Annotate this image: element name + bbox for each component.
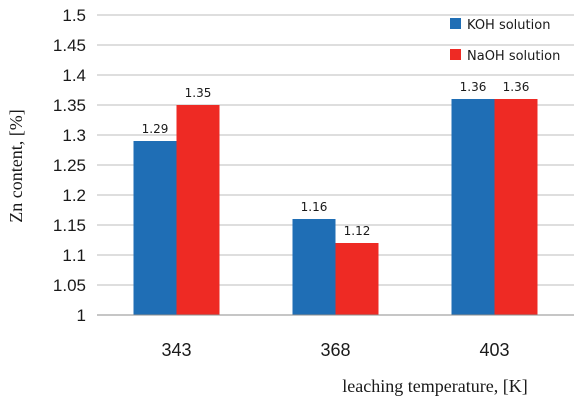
bar <box>494 99 538 315</box>
y-tick-label: 1.2 <box>62 186 86 205</box>
y-tick-label: 1.25 <box>53 156 86 175</box>
legend-label: KOH solution <box>467 18 550 33</box>
x-axis-ticks: 343 368 403 <box>161 340 509 360</box>
y-tick-label: 1.35 <box>53 96 86 115</box>
y-tick-label: 1.05 <box>53 276 86 295</box>
y-tick-label: 1.4 <box>62 66 86 85</box>
data-label: 1.36 <box>460 80 487 94</box>
legend: KOH solution NaOH solution <box>450 18 560 64</box>
legend-swatch <box>450 49 461 60</box>
data-label: 1.16 <box>301 200 328 214</box>
data-label: 1.29 <box>142 122 169 136</box>
legend-swatch <box>450 18 461 29</box>
y-tick-label: 1.45 <box>53 36 86 55</box>
bars <box>133 99 538 315</box>
bar <box>133 141 177 315</box>
bar <box>292 219 336 315</box>
x-tick-label: 403 <box>479 340 509 360</box>
y-tick-label: 1 <box>77 306 86 325</box>
y-tick-label: 1.15 <box>53 216 86 235</box>
bar <box>176 105 220 315</box>
y-axis-ticks: 1 1.05 1.1 1.15 1.2 1.25 1.3 1.35 1.4 1.45 1.5 <box>53 6 86 325</box>
y-tick-label: 1.1 <box>62 246 86 265</box>
data-labels: 1.29 1.35 1.16 1.12 1.36 1.36 <box>142 80 530 238</box>
data-label: 1.36 <box>503 80 530 94</box>
y-tick-label: 1.3 <box>62 126 86 145</box>
x-axis-label: leaching temperature, [K] <box>342 376 527 396</box>
bar <box>335 243 379 315</box>
y-tick-label: 1.5 <box>62 6 86 25</box>
legend-label: NaOH solution <box>467 49 560 64</box>
y-axis-label: Zn content, [%] <box>6 109 26 222</box>
data-label: 1.35 <box>185 86 212 100</box>
x-tick-label: 368 <box>320 340 350 360</box>
bar <box>451 99 495 315</box>
data-label: 1.12 <box>344 224 371 238</box>
x-tick-label: 343 <box>161 340 191 360</box>
